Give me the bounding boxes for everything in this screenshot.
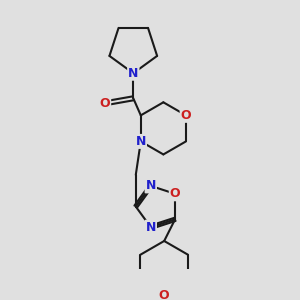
Text: O: O: [159, 289, 169, 300]
Text: N: N: [146, 221, 156, 234]
Text: N: N: [146, 179, 156, 192]
Text: O: O: [170, 187, 180, 200]
Text: N: N: [136, 135, 146, 148]
Text: O: O: [181, 109, 191, 122]
Text: O: O: [100, 97, 110, 110]
Text: N: N: [128, 67, 139, 80]
